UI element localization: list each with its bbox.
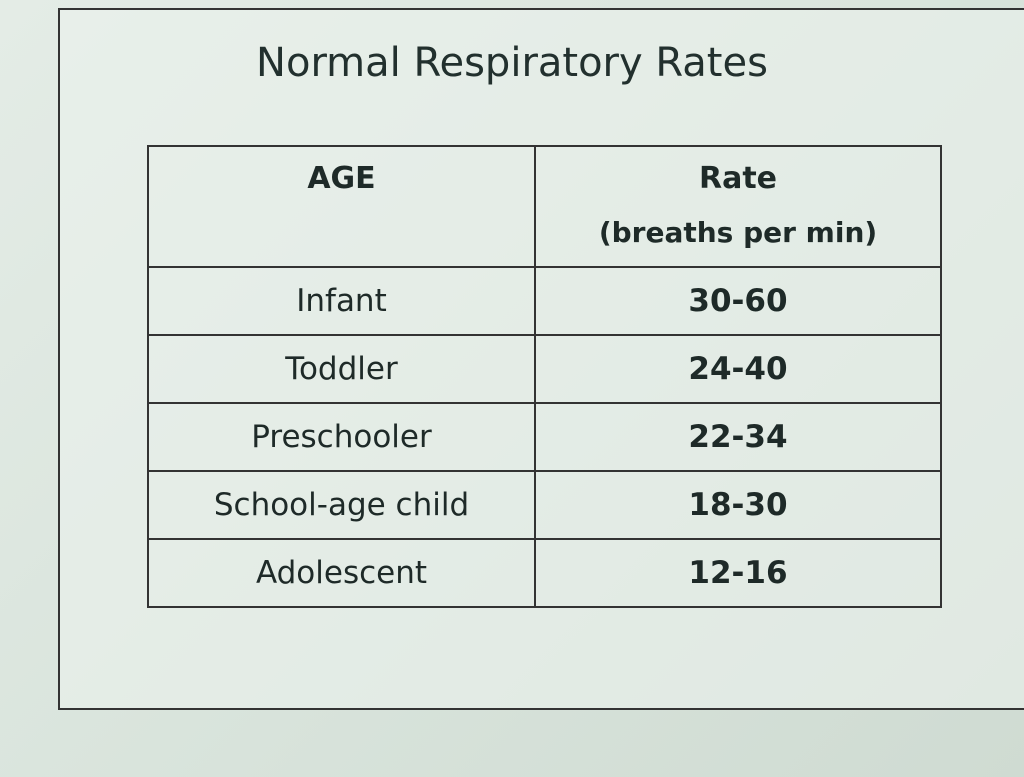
age-cell: Toddler — [147, 334, 536, 404]
table-row: Infant 30-60 — [147, 266, 942, 336]
header-subtext: (breaths per min) — [598, 216, 878, 249]
table-row: Toddler 24-40 — [147, 334, 942, 404]
age-cell: Preschooler — [147, 402, 536, 472]
age-cell: Infant — [147, 266, 536, 336]
table-row: Preschooler 22-34 — [147, 402, 942, 472]
title: Normal Respiratory Rates — [256, 40, 768, 86]
age-cell: School-age child — [147, 470, 536, 540]
table-row: School-age child 18-30 — [147, 470, 942, 540]
header-text: Rate — [698, 161, 778, 196]
header-cell: AGE — [147, 145, 536, 268]
age-cell: Adolescent — [147, 538, 536, 608]
rate-cell: 30-60 — [534, 266, 942, 336]
rate-cell: 22-34 — [534, 402, 942, 472]
rates-table: AGE Rate (breaths per min) Infant 30-60 Tod… — [147, 145, 942, 608]
header-text: AGE — [307, 161, 376, 196]
rate-cell: 12-16 — [534, 538, 942, 608]
header-cell: Rate (breaths per min) — [534, 145, 942, 268]
table-body: Infant 30-60 Toddler 24-40 Preschooler 22-34 S… — [147, 266, 942, 608]
rate-cell: 18-30 — [534, 470, 942, 540]
header-row: AGE Rate (breaths per min) — [147, 145, 942, 268]
rate-cell: 24-40 — [534, 334, 942, 404]
table-row: Adolescent 12-16 — [147, 538, 942, 608]
